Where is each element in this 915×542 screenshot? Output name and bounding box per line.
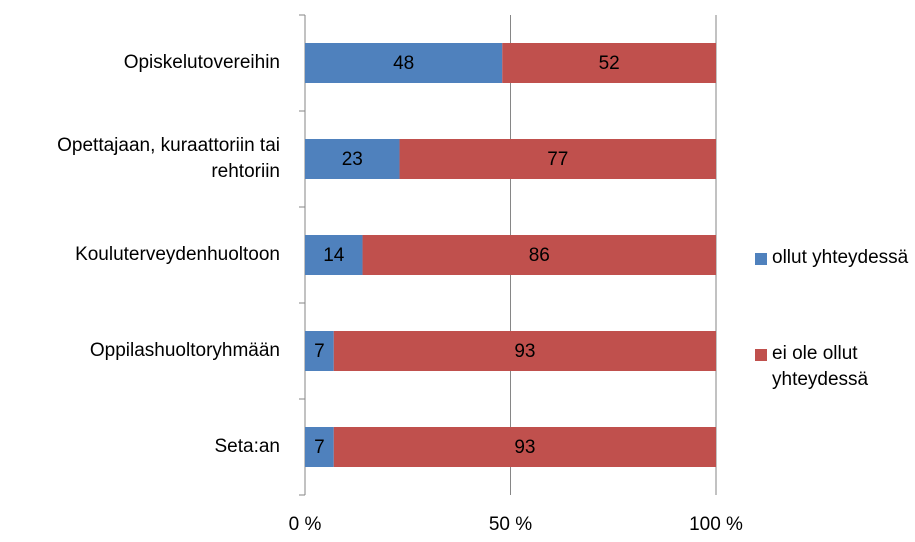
legend-swatch bbox=[755, 349, 767, 361]
data-label: 7 bbox=[314, 437, 325, 458]
data-label: 48 bbox=[393, 53, 414, 74]
y-tick-label: Kouluterveydenhuoltoon bbox=[75, 244, 280, 265]
data-label: 93 bbox=[514, 437, 535, 458]
bar-segment bbox=[502, 43, 716, 83]
data-label: 93 bbox=[514, 341, 535, 362]
bar-segment bbox=[305, 427, 334, 467]
x-tick-label: 100 % bbox=[689, 514, 743, 535]
legend-label: ei ole ollut yhteydessä bbox=[772, 343, 869, 390]
bar-segment bbox=[305, 43, 503, 83]
bar-segment bbox=[333, 427, 716, 467]
y-tick-label: Opiskelutovereihin bbox=[123, 52, 280, 73]
y-tick-label: Opettajaan, kuraattoriin tai rehtoriin bbox=[57, 135, 280, 182]
x-tick-label: 50 % bbox=[489, 514, 532, 535]
bar-segment bbox=[362, 235, 716, 275]
legend-swatch bbox=[755, 253, 767, 265]
bar-segment bbox=[305, 139, 400, 179]
x-tick-label: 0 % bbox=[289, 514, 322, 535]
bar-segment bbox=[305, 331, 334, 371]
data-label: 77 bbox=[547, 149, 568, 170]
y-tick-label: Oppilashuoltoryhmään bbox=[89, 340, 280, 361]
bar-segment bbox=[305, 235, 363, 275]
data-label: 14 bbox=[323, 245, 345, 266]
bar-segment bbox=[399, 139, 716, 179]
data-label: 7 bbox=[314, 341, 325, 362]
data-label: 23 bbox=[342, 149, 363, 170]
y-tick-label: Seta:an bbox=[214, 436, 281, 457]
legend-label: ollut yhteydessä bbox=[772, 247, 909, 268]
bar-segment bbox=[333, 331, 716, 371]
data-label: 52 bbox=[599, 53, 620, 74]
data-label: 86 bbox=[529, 245, 550, 266]
